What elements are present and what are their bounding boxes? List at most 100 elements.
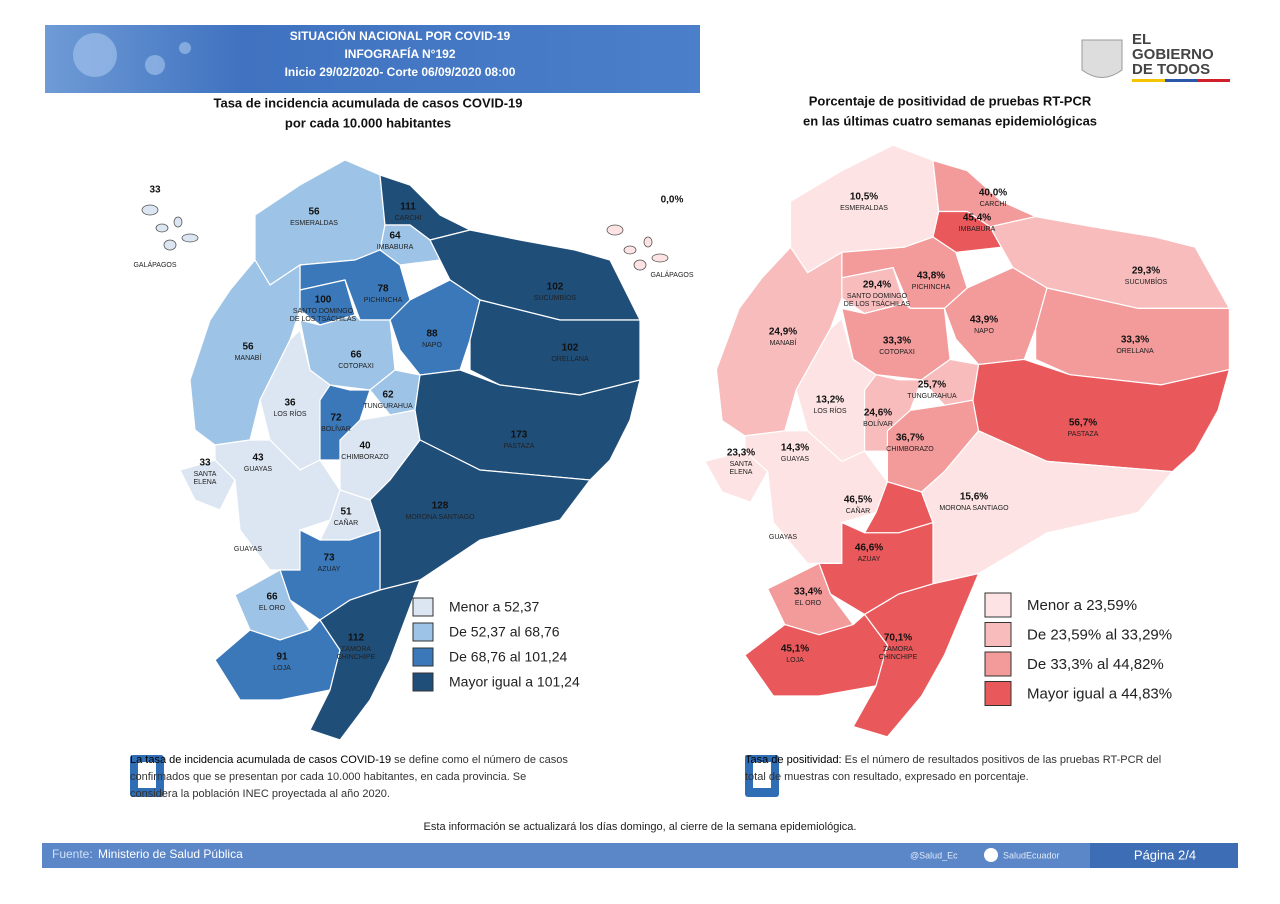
province-value: 78 [377,284,389,295]
legend-swatch [412,622,434,642]
province-value: 36,7% [896,433,924,444]
province-name: NAPO [974,328,994,335]
province-name: IMBABURA [959,226,996,233]
province-value: 33,4% [794,587,822,598]
map-title: Tasa de incidencia acumulada de casos CO… [214,95,523,110]
province-name: TUNGURAHUA [363,403,413,410]
province-name: SANTO DOMINGO [847,293,908,300]
logo-text: EL [1132,31,1151,48]
info-icon-page [138,762,156,788]
province-name: TUNGURAHUA [907,393,957,400]
province-name: SUCUMBÍOS [534,293,577,302]
province-name: MORONA SANTIAGO [405,514,475,521]
legend-swatch [984,592,1012,618]
province-name: SANTA [730,461,753,468]
province-value: 43,8% [917,271,945,282]
place-label: GUAYAS [234,546,262,553]
province-name: PASTAZA [504,443,535,450]
island [163,239,177,251]
province [214,439,341,571]
place-label: GUAYAS [769,534,797,541]
province-value: 91 [276,652,288,663]
province-value: 13,2% [816,395,844,406]
province-name: LOJA [273,665,291,672]
province-value: 29,4% [863,280,891,291]
province-value: 10,5% [850,192,878,203]
province-name: IMBABURA [377,244,414,251]
province-name: MORONA SANTIAGO [939,505,1009,512]
province-value: 24,9% [769,327,797,338]
province-name: ORELLANA [551,356,589,363]
province-name: EL ORO [259,605,286,612]
province [179,459,236,511]
legend-label: De 23,59% al 33,29% [1027,626,1172,643]
province-name: BOLÍVAR [863,419,893,428]
province-value: 43 [252,453,264,464]
province-name: CHINCHIPE [337,654,376,661]
province-value: 112 [348,633,365,644]
province-name: NAPO [422,342,442,349]
province-name: CARCHI [980,201,1007,208]
legend-label: Menor a 52,37 [449,599,539,615]
province-value: 46,5% [844,495,872,506]
update-note: Esta información se actualizará los días… [424,821,857,833]
footer-page: Página 2/4 [1134,847,1196,862]
info-icon-page [753,762,771,788]
island [633,259,647,271]
province-value: 88 [426,329,438,340]
province-value: 25,7% [918,380,946,391]
province-value: 45,1% [781,644,809,655]
province-name: GUAYAS [244,466,272,473]
province-value: 24,6% [864,408,892,419]
virus-decoration [73,33,191,77]
province-value: 72 [330,413,342,424]
province-name: LOJA [786,657,804,664]
legend-label: De 68,76 al 101,24 [449,649,568,665]
legend-swatch [412,647,434,667]
province [369,439,592,591]
province-value: 100 [315,295,332,306]
facebook-icon [984,848,998,862]
province-name: ZAMORA [883,646,913,653]
province-name: ELENA [194,479,217,486]
province-name: CHIMBORAZO [886,446,934,453]
province [920,430,1174,585]
province-value: 128 [432,501,449,512]
legend-label: Mayor igual a 101,24 [449,674,580,690]
island [141,204,159,216]
footer-page-box [1090,843,1238,868]
island [173,216,183,228]
note-text: se define como el número de casos confir… [130,754,568,800]
province-name: COTOPAXI [879,349,915,356]
province-value: 15,6% [960,492,988,503]
logo-text: DE TODOS [1132,61,1210,78]
province-name: PASTAZA [1068,431,1099,438]
province-name: MANABÍ [770,338,797,347]
province-value: 36 [284,398,296,409]
province-value: 46,6% [855,543,883,554]
province [319,384,371,461]
note-left: La tasa de incidencia acumulada de casos… [130,752,570,803]
note-lead: La tasa de incidencia acumulada de casos… [130,754,392,766]
province-name: GUAYAS [781,456,809,463]
province [852,572,980,738]
province-value: 102 [547,282,564,293]
province-value: 56 [242,342,254,353]
legend-label: Menor a 23,59% [1027,597,1137,614]
province-name: ZAMORA [341,646,371,653]
province-value: 173 [511,430,528,441]
province-name: CARCHI [395,215,422,222]
province-name: GALÁPAGOS [133,260,176,269]
province-value: 66 [350,350,362,361]
legend-swatch [984,651,1012,677]
province-value: 33,3% [883,336,911,347]
footer-bar [42,843,1238,868]
province-name: SANTO DOMINGO [293,308,354,315]
map-title: en las últimas cuatro semanas epidemioló… [803,113,1097,128]
legend-swatch [412,597,434,617]
province-name: MANABÍ [235,353,262,362]
province-name: CHINCHIPE [879,654,918,661]
province-value: 33,3% [1121,335,1149,346]
province-value: 73 [323,553,335,564]
